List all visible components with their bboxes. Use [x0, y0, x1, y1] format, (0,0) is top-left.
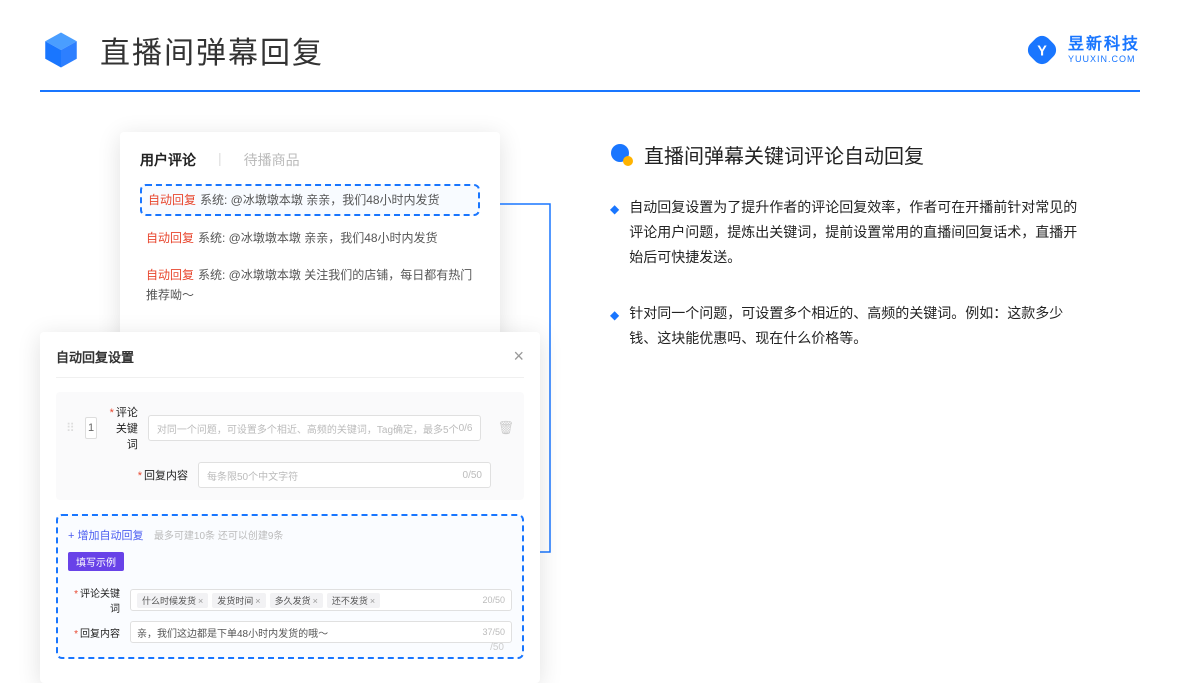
ex-content-label: 回复内容	[80, 629, 120, 640]
brand-en: YUUXIN.COM	[1068, 55, 1140, 64]
example-badge: 填写示例	[68, 552, 124, 571]
svg-text:Y: Y	[1037, 43, 1047, 59]
content-label: 回复内容	[144, 470, 188, 482]
screenshot-composite: 用户评论 | 待播商品 自动回复系统: @冰墩墩本墩 亲亲，我们48小时内发货 …	[40, 132, 560, 612]
keyword-label: 评论关键词	[116, 407, 138, 451]
add-hint: 最多可建10条 还可以创建9条	[154, 531, 283, 542]
ex-kw-counter: 20/50	[482, 595, 505, 605]
keyword-input[interactable]: 对同一个问题，可设置多个相近、高频的关键词，Tag确定，最多5个 0/6	[148, 415, 482, 441]
keyword-tag[interactable]: 多久发货	[270, 593, 323, 608]
tab-pending-goods[interactable]: 待播商品	[244, 150, 300, 170]
settings-title: 自动回复设置	[56, 347, 134, 366]
auto-reply-tag: 自动回复	[148, 193, 196, 207]
auto-reply-tag: 自动回复	[146, 231, 194, 245]
keyword-tag[interactable]: 还不发货	[327, 593, 380, 608]
brand-logo: Y 昱新科技 YUUXIN.COM	[1024, 32, 1140, 68]
comment-row: 自动回复系统: @冰墩墩本墩 亲亲，我们48小时内发货	[140, 184, 480, 216]
ex-content-counter: 37/50	[482, 627, 505, 637]
description-panel: 直播间弹幕关键词评论自动回复 ◆ 自动回复设置为了提升作者的评论回复效率，作者可…	[610, 132, 1140, 612]
diamond-icon: ◆	[610, 305, 619, 351]
keyword-counter: 0/6	[459, 423, 473, 434]
bullet-text: 针对同一个问题，可设置多个相近的、高频的关键词。例如：这款多少钱、这块能优惠吗、…	[629, 301, 1089, 351]
content-counter: 0/50	[463, 470, 482, 481]
comment-text: 系统: @冰墩墩本墩 关注我们的店铺，每日都有热门推荐呦～	[146, 268, 472, 302]
tab-divider: |	[218, 150, 222, 170]
header: 直播间弹幕回复 Y 昱新科技 YUUXIN.COM	[0, 0, 1180, 90]
keyword-tag[interactable]: 发货时间	[212, 593, 265, 608]
ex-keyword-input[interactable]: 什么时候发货 发货时间 多久发货 还不发货 20/50	[130, 589, 512, 611]
keyword-tag[interactable]: 什么时候发货	[137, 593, 208, 608]
close-icon[interactable]: ×	[513, 346, 524, 367]
page-title: 直播间弹幕回复	[100, 28, 324, 72]
brand-icon: Y	[1024, 32, 1060, 68]
comment-text: 系统: @冰墩墩本墩 亲亲，我们48小时内发货	[200, 193, 440, 207]
auto-reply-tag: 自动回复	[146, 268, 194, 282]
delete-icon[interactable]: 🗑	[497, 420, 514, 436]
example-section: + 增加自动回复 最多可建10条 还可以创建9条 填写示例 *评论关键词 什么时…	[56, 514, 524, 659]
ex-content-input[interactable]: 亲，我们这边都是下单48小时内发货的哦～ 37/50	[130, 621, 512, 643]
tab-user-comments[interactable]: 用户评论	[140, 150, 196, 170]
comment-row: 自动回复系统: @冰墩墩本墩 关注我们的店铺，每日都有热门推荐呦～	[140, 261, 480, 310]
ex-keyword-label: 评论关键词	[80, 589, 120, 615]
comment-text: 系统: @冰墩墩本墩 亲亲，我们48小时内发货	[198, 231, 438, 245]
brand-cn: 昱新科技	[1068, 37, 1140, 53]
keyword-placeholder: 对同一个问题，可设置多个相近、高频的关键词，Tag确定，最多5个	[157, 421, 459, 436]
settings-card: 自动回复设置 × ⠿ 1 *评论关键词 对同一个问题，可设置多个相近、高频的关键…	[40, 332, 540, 683]
bubble-icon	[610, 143, 634, 167]
diamond-icon: ◆	[610, 199, 619, 271]
content-input[interactable]: 每条限50个中文字符 0/50	[198, 462, 491, 488]
content-placeholder: 每条限50个中文字符	[207, 468, 298, 483]
comment-row: 自动回复系统: @冰墩墩本墩 亲亲，我们48小时内发货	[140, 224, 480, 252]
section-title: 直播间弹幕关键词评论自动回复	[644, 140, 924, 169]
rule-index: 1	[85, 417, 98, 439]
drag-handle-icon[interactable]: ⠿	[66, 421, 75, 435]
outer-counter: /50	[490, 642, 504, 653]
bullet-item: ◆ 针对同一个问题，可设置多个相近的、高频的关键词。例如：这款多少钱、这块能优惠…	[610, 301, 1140, 351]
bullet-text: 自动回复设置为了提升作者的评论回复效率，作者可在开播前针对常见的评论用户问题，提…	[629, 195, 1089, 271]
ex-content-value: 亲，我们这边都是下单48小时内发货的哦～	[137, 625, 328, 640]
add-auto-reply-link[interactable]: + 增加自动回复	[68, 530, 143, 542]
cube-icon	[40, 29, 82, 71]
bullet-item: ◆ 自动回复设置为了提升作者的评论回复效率，作者可在开播前针对常见的评论用户问题…	[610, 195, 1140, 271]
